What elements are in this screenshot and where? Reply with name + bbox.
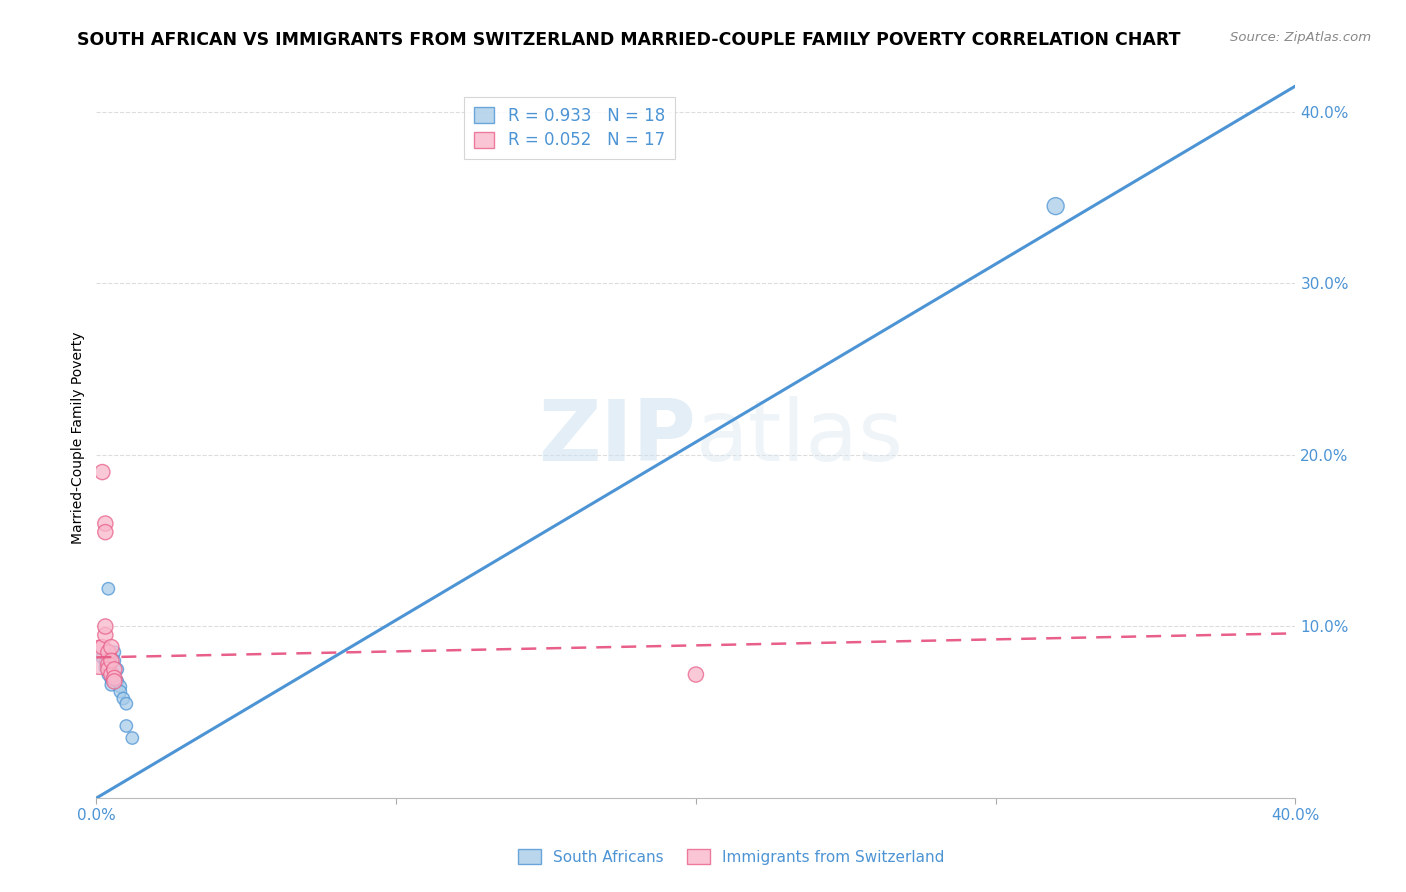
Point <box>94 516 117 531</box>
Legend: R = 0.933   N = 18, R = 0.052   N = 17: R = 0.933 N = 18, R = 0.052 N = 17 <box>464 96 675 160</box>
Point <box>97 662 120 676</box>
Text: SOUTH AFRICAN VS IMMIGRANTS FROM SWITZERLAND MARRIED-COUPLE FAMILY POVERTY CORRE: SOUTH AFRICAN VS IMMIGRANTS FROM SWITZER… <box>77 31 1181 49</box>
Point <box>91 640 114 654</box>
Point <box>685 667 707 681</box>
Point <box>112 691 135 706</box>
Point <box>94 628 117 642</box>
Point <box>115 697 138 711</box>
Point <box>89 650 111 665</box>
Point <box>110 680 132 694</box>
Point <box>105 674 128 689</box>
Point <box>110 684 132 698</box>
Point <box>103 674 125 689</box>
Point <box>97 582 120 596</box>
Point <box>100 678 122 692</box>
Point <box>97 657 120 672</box>
Point <box>94 661 117 675</box>
Point <box>103 645 125 659</box>
Point <box>121 731 143 745</box>
Point <box>100 640 122 654</box>
Point <box>100 654 122 668</box>
Point <box>103 662 125 676</box>
Point <box>94 525 117 540</box>
Point <box>1045 199 1067 213</box>
Text: ZIP: ZIP <box>538 396 696 479</box>
Point <box>115 719 138 733</box>
Point <box>100 673 122 687</box>
Point <box>94 656 117 670</box>
Text: atlas: atlas <box>696 396 904 479</box>
Text: Source: ZipAtlas.com: Source: ZipAtlas.com <box>1230 31 1371 45</box>
Point <box>103 671 125 685</box>
Point <box>94 619 117 633</box>
Legend: South Africans, Immigrants from Switzerland: South Africans, Immigrants from Switzerl… <box>512 843 950 871</box>
Point <box>91 650 114 665</box>
Point <box>97 645 120 659</box>
Point <box>100 667 122 681</box>
Point <box>97 667 120 681</box>
Point <box>91 465 114 479</box>
Point <box>103 654 125 668</box>
Y-axis label: Married-Couple Family Poverty: Married-Couple Family Poverty <box>72 332 86 544</box>
Point <box>105 662 128 676</box>
